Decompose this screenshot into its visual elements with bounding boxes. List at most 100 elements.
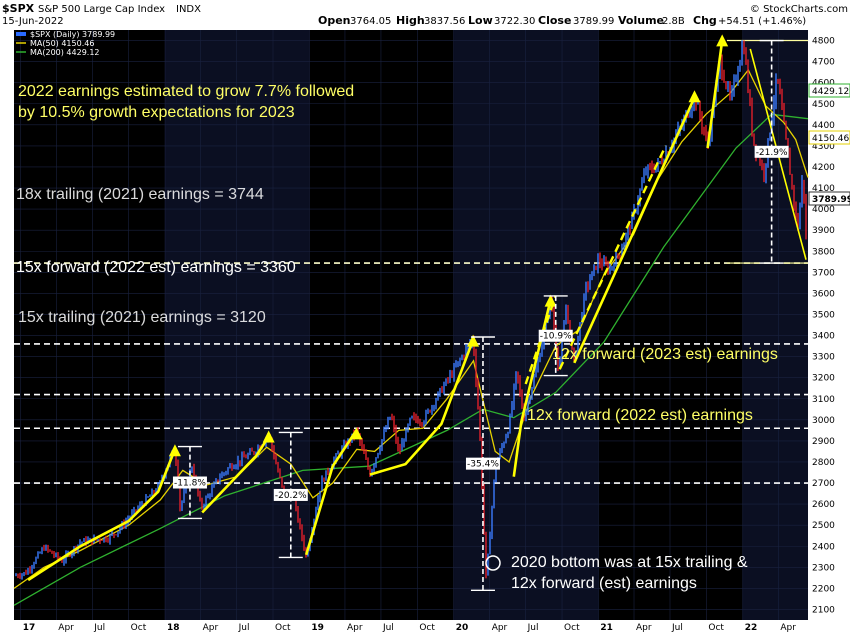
x-tick-label: Apr	[58, 623, 74, 633]
drawdown-label-bg	[172, 476, 207, 489]
trend-arrowhead	[688, 90, 701, 103]
y-axis-panel	[808, 30, 850, 620]
close-price-tag	[808, 191, 850, 206]
x-tick-label: Apr	[636, 623, 652, 633]
y-tick-label: 3400	[812, 332, 835, 342]
price-tags: 4429.12 4150.46 3789.99	[808, 83, 850, 206]
header-volume: 2.8B	[662, 16, 685, 27]
annotation-level-3360: 15x forward (2022 est) earnings = 3360	[16, 259, 296, 276]
header-watermark: © StockCharts.com	[750, 4, 848, 15]
x-tick-label: Jul	[238, 623, 250, 633]
header-open-label: Open	[318, 14, 351, 27]
x-tick-label: Jul	[527, 623, 539, 633]
close-price-tag-text: 3789.99	[812, 195, 850, 205]
x-tick-label: 22	[745, 623, 758, 633]
y-tick-label: 3500	[812, 310, 835, 320]
chart-header	[0, 0, 850, 30]
drawdown-label: -35.4%	[467, 460, 499, 470]
y-tick-label: 3800	[812, 247, 835, 257]
y-tick-label: 4100	[812, 184, 835, 194]
y-tick-label: 2400	[812, 542, 835, 552]
y-tick-label: 4200	[812, 163, 835, 173]
y-tick-label: 3200	[812, 374, 835, 384]
x-tick-label: Apr	[203, 623, 219, 633]
header-open: 3764.05	[350, 16, 391, 27]
y-tick-label: 2100	[812, 605, 835, 615]
annotation-level-2700: 12x forward (2022 est) earnings	[527, 407, 753, 424]
left-margin	[0, 30, 14, 620]
x-tick-label: Oct	[708, 623, 724, 633]
y-tick-label: 2600	[812, 500, 835, 510]
plot-area	[14, 30, 808, 620]
header-close: 3789.99	[573, 16, 614, 27]
annotation-bottom-line1: 2020 bottom was at 15x trailing &	[511, 554, 748, 571]
trend-line	[706, 40, 724, 149]
year-band	[453, 30, 599, 620]
x-axis-ticks: 17 Apr Jul Oct 18 Apr Jul Oct 19 Apr Jul Oct 20 Apr Ju…	[23, 623, 796, 633]
drawdown-label: -10.9%	[540, 332, 572, 342]
header-close-label: Close	[538, 14, 571, 27]
trend-line	[573, 96, 696, 364]
trend-line	[201, 435, 270, 514]
y-tick-label: 2300	[812, 563, 835, 573]
y-tick-label: 4400	[812, 121, 835, 131]
x-tick-label: 18	[167, 623, 180, 633]
x-tick-label: Jul	[671, 623, 683, 633]
year-band	[165, 30, 310, 620]
x-tick-label: Apr	[492, 623, 508, 633]
x-tick-label: Oct	[275, 623, 291, 633]
annotation-growth-line2: by 10.5% growth expectations for 2023	[18, 104, 295, 121]
y-tick-label: 2800	[812, 458, 835, 468]
y-tick-label: 3700	[812, 268, 835, 278]
earnings-levels	[14, 39, 808, 484]
x-tick-label: 17	[23, 623, 36, 633]
trend-arrowhead	[716, 34, 729, 47]
header-chg: +54.51 (+1.46%)	[718, 16, 806, 27]
trend-line	[27, 448, 177, 582]
header-high-label: High	[396, 14, 425, 27]
header-exchange: INDX	[176, 4, 201, 15]
x-tick-label: Apr	[780, 623, 796, 633]
y-tick-label: 3000	[812, 416, 835, 426]
annotation-growth-line1: 2022 earnings estimated to grow 7.7% fol…	[18, 83, 354, 100]
trend-dashed-line	[558, 145, 667, 370]
y-tick-label: 2700	[812, 479, 835, 489]
legend-price-swatch	[16, 32, 26, 36]
legend-ma50: MA(50) 4150.46	[30, 39, 94, 48]
drawdown-markers: -11.8% -20.2% -35.4% -10.9% -21.9%	[172, 39, 789, 591]
trend-lines	[27, 34, 807, 582]
header-volume-label: Volume	[618, 14, 664, 27]
ma50-price-tag	[808, 130, 850, 145]
annotation-level-3744: 18x trailing (2021) earnings = 3744	[16, 186, 264, 203]
x-tick-label: 21	[600, 623, 613, 633]
drawdown-label: -21.9%	[756, 148, 788, 158]
drawdown-label-bg	[273, 488, 308, 501]
drawdown-label-bg	[538, 329, 573, 342]
header-low: 3722.30	[494, 16, 535, 27]
bottom-marker-circle	[485, 555, 501, 571]
y-tick-label: 3900	[812, 226, 835, 236]
drawdown-label-bg	[754, 145, 789, 158]
x-tick-label: Oct	[131, 623, 147, 633]
legend: $SPX (Daily) 3789.99 MA(50) 4150.46 MA(2…	[16, 30, 115, 57]
x-tick-label: Jul	[382, 623, 394, 633]
y-tick-label: 4300	[812, 142, 835, 152]
header-name: S&P 500 Large Cap Index	[38, 4, 165, 15]
header-chg-label: Chg	[693, 14, 717, 27]
x-tick-label: Jul	[93, 623, 105, 633]
y-tick-label: 3600	[812, 289, 835, 299]
y-tick-label: 2200	[812, 584, 835, 594]
x-tick-label: Oct	[564, 623, 580, 633]
header-high: 3837.56	[424, 16, 465, 27]
y-tick-label: 4800	[812, 37, 835, 47]
header-date: 15-Jun-2022	[2, 16, 64, 27]
trend-arrowhead	[168, 444, 181, 457]
y-tick-label: 4000	[812, 205, 835, 215]
annotation-level-2960: 12x forward (2023 est) earnings	[552, 346, 778, 363]
trend-line	[304, 429, 358, 556]
y-tick-label: 2500	[812, 521, 835, 531]
header-symbol: $SPX	[2, 2, 35, 15]
trend-arrowhead	[467, 334, 480, 347]
drawdown-label-bg	[465, 457, 500, 470]
